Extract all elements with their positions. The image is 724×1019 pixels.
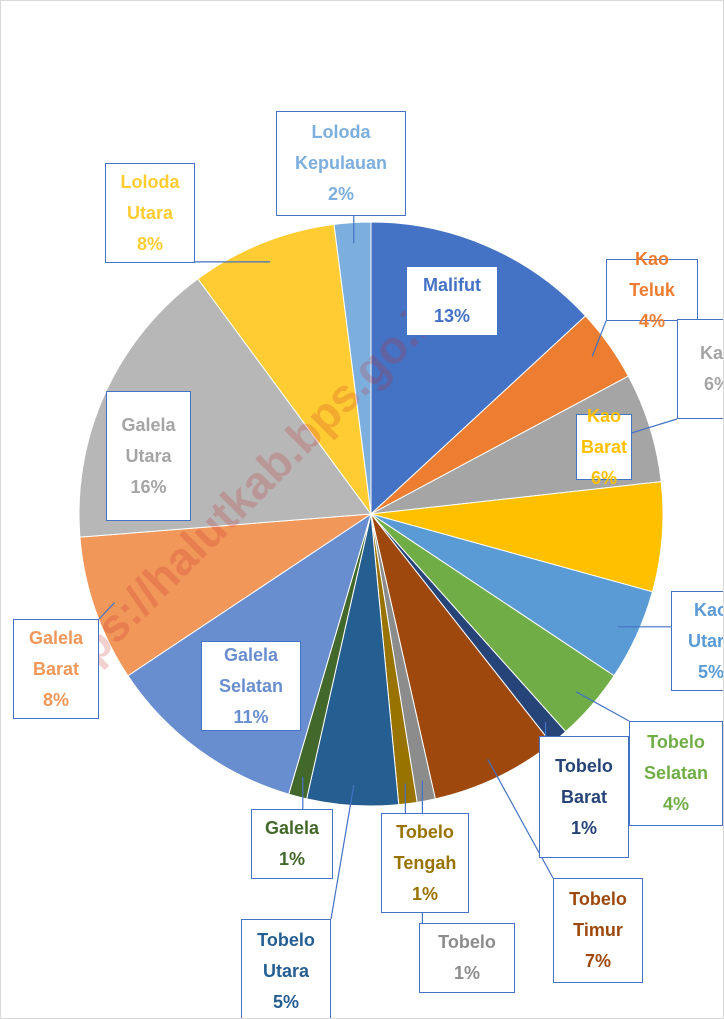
label-value: 1% — [411, 883, 438, 904]
label-value: 13% — [433, 306, 471, 326]
data-label: Tobelo Barat 1% — [539, 736, 629, 858]
label-name: Kao Barat — [581, 405, 628, 457]
leader-line — [575, 691, 630, 722]
label-name: Tobelo Selatan — [643, 732, 709, 783]
label-value: 8% — [136, 233, 163, 254]
leader-line — [630, 418, 678, 434]
label-value: 7% — [584, 951, 611, 971]
label-value: 6% — [590, 467, 617, 488]
data-label: Kao Teluk 4% — [606, 249, 698, 331]
label-name: Kao Teluk — [629, 248, 675, 300]
label-value: 5% — [697, 661, 724, 682]
label-name: Loloda Utara — [120, 171, 180, 223]
label-name: Kao Utara — [687, 599, 724, 651]
label-value: 5% — [272, 991, 299, 1012]
data-label: Galela Utara 16% — [106, 391, 191, 521]
data-label: Kao 6% — [677, 319, 723, 419]
label-value: 4% — [662, 794, 689, 814]
label-name: Galela — [264, 818, 320, 838]
data-label: Galela Barat 8% — [13, 619, 99, 719]
leader-line — [98, 602, 115, 620]
label-name: Galela Utara — [121, 414, 176, 466]
leader-line — [330, 784, 355, 920]
label-value: 1% — [278, 849, 305, 869]
pie-slice — [197, 223, 372, 516]
data-label: Loloda Kepulauan 2% — [276, 111, 406, 216]
label-name: Tobelo Barat — [555, 755, 613, 807]
data-label: Tobelo Timur 7% — [553, 878, 643, 983]
pie-slice — [333, 221, 372, 515]
label-name: Galela Barat — [28, 627, 84, 679]
data-label: Malifut 13% — [406, 266, 498, 336]
label-value: 1% — [453, 963, 480, 983]
leader-line — [591, 320, 607, 357]
label-name: Loloda Kepulauan — [294, 122, 387, 173]
label-value: 8% — [42, 689, 69, 710]
label-name: Tobelo Utara — [257, 929, 315, 981]
leader-line — [487, 758, 554, 879]
data-label: Tobelo Selatan 4% — [629, 721, 723, 826]
label-name: Tobelo — [438, 932, 496, 952]
label-name: Tobelo Tengah — [393, 821, 457, 873]
data-label: Loloda Utara 8% — [105, 163, 195, 263]
data-label: Tobelo Tengah 1% — [381, 813, 469, 913]
label-name: Galela Selatan — [218, 644, 284, 696]
label-value: 4% — [638, 310, 665, 331]
label-name: Tobelo Timur — [569, 889, 627, 940]
label-value: 6% — [703, 374, 723, 394]
data-label: Galela Selatan 11% — [201, 641, 301, 731]
data-label: Tobelo 1% — [419, 923, 515, 993]
data-label: Kao Barat 6% — [576, 406, 632, 488]
label-value: 1% — [570, 817, 597, 838]
label-value: 11% — [233, 706, 269, 727]
label-value: 16% — [130, 476, 167, 497]
data-label: Galela 1% — [251, 809, 333, 879]
pie-slice — [79, 513, 373, 677]
data-label: Tobelo Utara 5% — [241, 919, 331, 1018]
label-value: 2% — [327, 184, 354, 204]
label-name: Kao — [699, 343, 723, 363]
data-label: Kao Utara 5% — [671, 591, 724, 691]
label-name: Malifut — [423, 275, 481, 295]
